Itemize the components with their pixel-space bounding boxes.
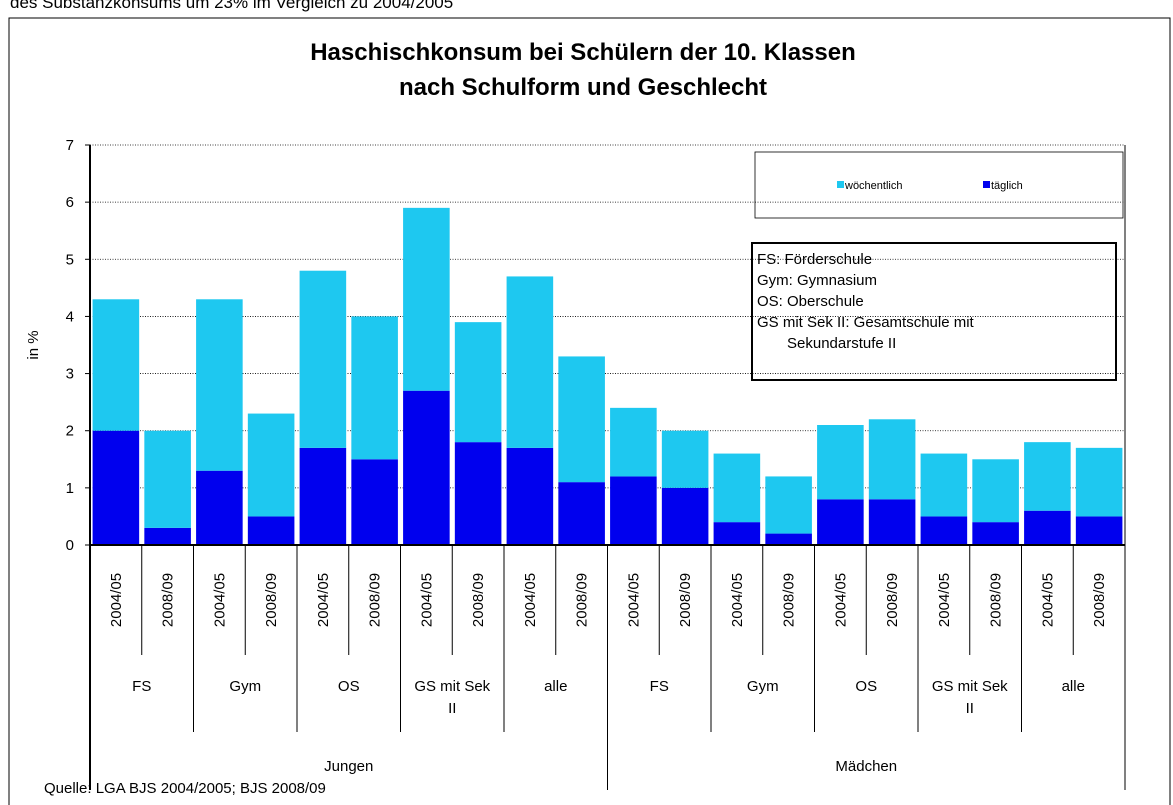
bar-segment (196, 299, 243, 471)
bar-segment (454, 322, 502, 443)
x-tick-label: 2008/09 (677, 573, 694, 627)
x-tick-label: 2004/05 (522, 573, 539, 627)
bar-segment (299, 270, 347, 448)
bar-segment (247, 413, 295, 517)
legend-swatch (837, 181, 844, 188)
bar-segment (196, 470, 243, 545)
bar-segment (920, 516, 968, 545)
bar-segment (1024, 510, 1071, 545)
legend-swatch (983, 181, 990, 188)
x-tick-label: 2008/09 (263, 573, 280, 627)
info-line: FS: Förderschule (757, 251, 872, 268)
bar-segment (403, 390, 450, 545)
category-supergroup-label: Jungen (324, 758, 373, 775)
bar-segment (299, 447, 347, 545)
bar-segment (351, 459, 398, 545)
category-group-label: Gym (747, 678, 779, 695)
chart-frame (8, 17, 1171, 805)
bar-segment (868, 499, 916, 545)
category-group-label: alle (544, 678, 567, 695)
bar-segment (403, 207, 450, 391)
y-tick-label: 0 (66, 537, 74, 554)
bar-segment (454, 442, 502, 545)
bar-segment (868, 419, 916, 500)
bar-segment (765, 476, 812, 534)
category-group-label: GS mit Sek II (414, 678, 490, 717)
bar-segment (713, 522, 761, 545)
header-text: des Substanzkonsums um 23% im Vergleich … (10, 0, 453, 12)
x-tick-label: 2008/09 (574, 573, 591, 627)
x-tick-label: 2004/05 (108, 573, 125, 627)
bar-segment (610, 407, 657, 477)
info-line: Sekundarstufe II (787, 335, 896, 352)
x-tick-label: 2008/09 (884, 573, 901, 627)
chart-title: Haschischkonsum bei Schülern der 10. Kla… (310, 39, 856, 66)
info-box (751, 242, 1117, 381)
legend-label: wöchentlich (844, 180, 902, 192)
bar-segment (765, 533, 812, 545)
bar-segment (817, 425, 864, 500)
x-tick-label: 2008/09 (160, 573, 177, 627)
bar-segment (506, 447, 554, 545)
y-tick-label: 7 (66, 137, 74, 154)
y-tick-label: 2 (66, 423, 74, 440)
bar-segment (558, 356, 605, 483)
info-line: GS mit Sek II: Gesamtschule mit (757, 314, 975, 331)
category-group-label: FS (132, 678, 151, 695)
category-group-label: OS (338, 678, 360, 695)
info-line: OS: Oberschule (757, 293, 864, 310)
y-tick-label: 5 (66, 251, 74, 268)
source: Quelle: LGA BJS 2004/2005; BJS 2008/09 (44, 780, 326, 797)
bar-segment (92, 299, 140, 431)
bar-segment (351, 316, 398, 460)
chart-title: nach Schulform und Geschlecht (399, 74, 767, 101)
x-tick-label: 2004/05 (625, 573, 642, 627)
bar-segment (506, 276, 554, 448)
bar-segment (661, 430, 709, 488)
bar-segment (1075, 447, 1123, 517)
bar-segment (247, 516, 295, 545)
info-line: Gym: Gymnasium (757, 272, 877, 289)
bar-segment (713, 453, 761, 523)
bar-segment (972, 459, 1019, 523)
bar-segment (144, 430, 191, 528)
x-tick-label: 2004/05 (936, 573, 953, 627)
x-tick-label: 2004/05 (1039, 573, 1056, 627)
y-tick-label: 1 (66, 480, 74, 497)
bar-segment (610, 476, 657, 545)
x-tick-label: 2004/05 (832, 573, 849, 627)
y-tick-label: 3 (66, 366, 74, 383)
category-group-label: Gym (229, 678, 261, 695)
legend-label: täglich (991, 180, 1023, 192)
x-tick-label: 2004/05 (729, 573, 746, 627)
y-axis-label: in % (25, 330, 42, 359)
category-group-label: alle (1062, 678, 1085, 695)
bar-segment (972, 522, 1019, 545)
x-tick-label: 2008/09 (367, 573, 384, 627)
x-tick-label: 2008/09 (988, 573, 1005, 627)
y-tick-label: 4 (66, 308, 74, 325)
bar-segment (661, 487, 709, 545)
x-tick-label: 2004/05 (418, 573, 435, 627)
x-tick-label: 2008/09 (470, 573, 487, 627)
x-tick-label: 2008/09 (781, 573, 798, 627)
bar-segment (920, 453, 968, 517)
x-tick-label: 2004/05 (211, 573, 228, 627)
category-group-label: OS (855, 678, 877, 695)
x-tick-label: 2008/09 (1091, 573, 1108, 627)
bar-segment (92, 430, 140, 545)
legend (754, 151, 1124, 219)
category-group-label: GS mit Sek II (932, 678, 1008, 717)
bar-segment (144, 527, 191, 545)
bar-segment (817, 499, 864, 545)
category-group-label: FS (650, 678, 669, 695)
category-supergroup-label: Mädchen (835, 758, 897, 775)
y-tick-label: 6 (66, 194, 74, 211)
bar-segment (1024, 442, 1071, 511)
x-tick-label: 2004/05 (315, 573, 332, 627)
bar-segment (558, 482, 605, 545)
bar-segment (1075, 516, 1123, 545)
